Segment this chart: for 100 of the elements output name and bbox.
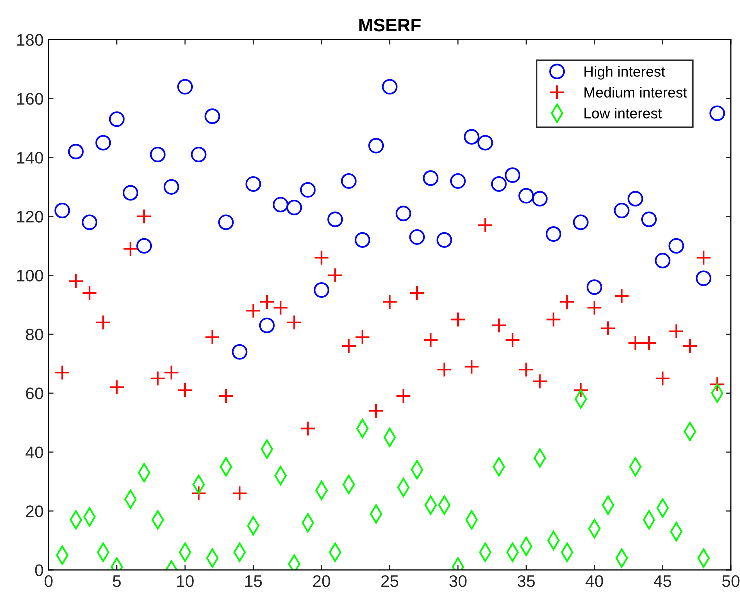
point: [532, 374, 548, 390]
point: [491, 176, 507, 192]
point: [136, 238, 152, 254]
y-tick-label: 140: [17, 152, 44, 164]
point: [668, 324, 684, 340]
point: [54, 365, 70, 381]
point: [122, 241, 138, 257]
y-tick-label: 0: [35, 564, 44, 576]
point: [82, 285, 98, 302]
y-tick-label: 100: [17, 270, 44, 282]
point: [464, 129, 480, 145]
y-tick-label: 180: [17, 34, 44, 46]
point: [586, 300, 602, 316]
x-tick-label: 0: [44, 575, 53, 588]
point: [423, 332, 439, 348]
point: [546, 312, 562, 328]
point: [204, 108, 220, 124]
point: [655, 253, 671, 269]
point: [246, 303, 262, 319]
point: [314, 282, 330, 298]
point: [368, 138, 384, 154]
point: [354, 330, 370, 346]
point: [68, 274, 84, 290]
point: [491, 318, 507, 334]
point: [96, 314, 112, 330]
point: [668, 238, 684, 254]
point: [286, 200, 302, 216]
point: [710, 106, 726, 122]
x-tick-label: 10: [177, 575, 194, 588]
point: [396, 388, 412, 404]
point: [409, 285, 426, 302]
x-tick-label: 50: [722, 575, 740, 588]
point: [150, 370, 166, 386]
x-tick-label: 15: [246, 576, 262, 588]
y-tick-label: 40: [26, 446, 44, 459]
point: [710, 376, 726, 392]
point: [368, 403, 384, 419]
point: [259, 294, 275, 310]
point: [122, 185, 138, 201]
point: [682, 338, 698, 354]
point: [478, 135, 494, 151]
point: [54, 202, 70, 219]
point: [573, 382, 589, 398]
point: [641, 212, 658, 228]
point: [341, 338, 357, 354]
point: [246, 176, 262, 192]
point: [628, 336, 644, 352]
point: [436, 232, 452, 248]
point: [286, 314, 302, 330]
point: [423, 170, 439, 186]
point: [164, 179, 180, 195]
point: [628, 191, 644, 207]
point: [518, 188, 534, 204]
point: [178, 382, 194, 398]
point: [191, 486, 207, 502]
point: [218, 388, 234, 404]
y-tick-label: 120: [17, 211, 44, 223]
y-tick-label: 60: [26, 388, 44, 400]
point: [600, 320, 616, 336]
point: [109, 112, 125, 128]
point: [436, 362, 452, 378]
point: [300, 182, 316, 198]
point: [450, 312, 466, 328]
x-tick-label: 40: [586, 575, 604, 588]
point: [96, 135, 112, 151]
point: [409, 229, 426, 246]
point: [696, 270, 712, 286]
x-tick-label: 5: [113, 576, 122, 588]
point: [382, 294, 398, 310]
point: [655, 370, 671, 386]
x-tick-label: 20: [313, 575, 330, 588]
point: [273, 197, 289, 213]
point: [178, 79, 194, 95]
point: [150, 146, 166, 163]
point: [218, 214, 234, 230]
legend-label: Medium interest: [584, 87, 688, 98]
y-tick-label: 20: [26, 506, 44, 518]
point: [560, 294, 576, 310]
x-tick-label: 30: [450, 575, 467, 588]
point: [382, 79, 398, 95]
point: [614, 202, 630, 219]
point: [232, 344, 248, 360]
point: [232, 486, 248, 502]
point: [204, 330, 220, 346]
point: [273, 300, 289, 316]
point: [191, 146, 207, 163]
point: [641, 336, 658, 352]
point: [341, 174, 357, 190]
chart-title: MSERF: [360, 18, 421, 32]
point: [450, 174, 466, 190]
point: [68, 144, 84, 160]
legend-label: High interest: [584, 66, 666, 80]
point: [518, 362, 534, 378]
point: [164, 365, 180, 381]
point: [614, 288, 630, 304]
x-tick-label: 45: [654, 576, 672, 588]
point: [259, 318, 275, 334]
point: [573, 214, 589, 230]
point: [300, 420, 316, 437]
x-tick-label: 25: [382, 575, 399, 588]
